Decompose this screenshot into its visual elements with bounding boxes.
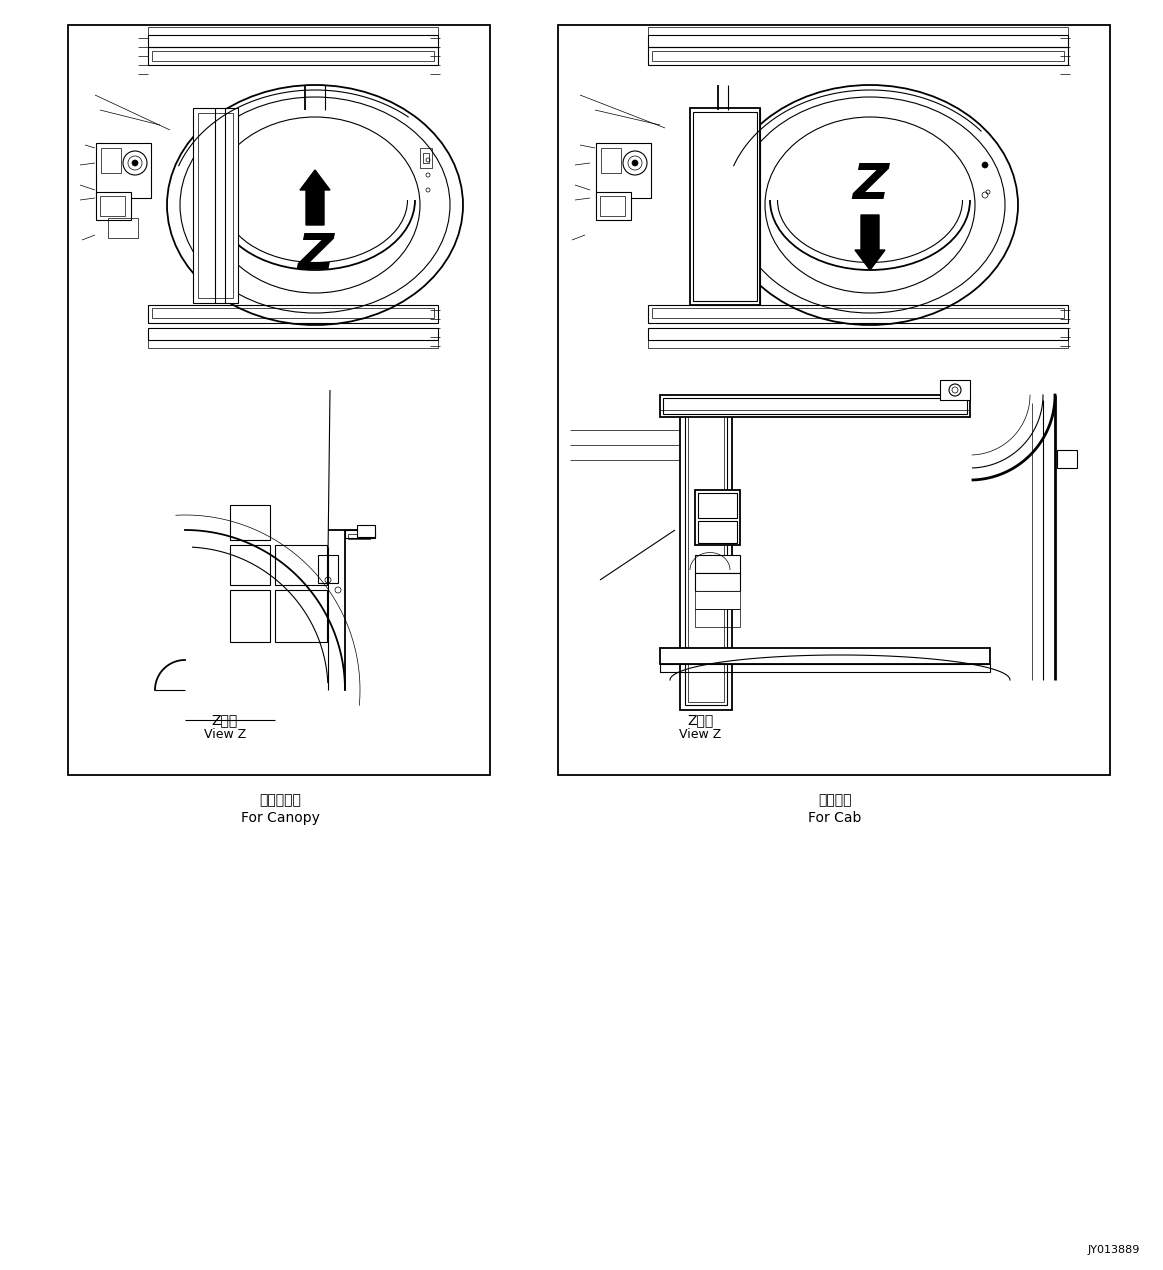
Bar bbox=[420, 149, 431, 168]
Circle shape bbox=[628, 156, 642, 170]
Ellipse shape bbox=[211, 117, 420, 293]
Text: Z　視: Z 視 bbox=[212, 712, 238, 726]
Bar bbox=[357, 525, 374, 537]
Circle shape bbox=[131, 160, 138, 166]
Bar bbox=[595, 192, 632, 220]
Bar bbox=[695, 591, 740, 610]
Text: Z: Z bbox=[297, 231, 333, 279]
Bar bbox=[148, 27, 438, 36]
Bar bbox=[148, 328, 438, 340]
Bar bbox=[317, 555, 338, 583]
Bar bbox=[345, 530, 374, 538]
Ellipse shape bbox=[765, 117, 975, 293]
Text: For Cab: For Cab bbox=[808, 812, 862, 826]
Text: View Z: View Z bbox=[204, 729, 247, 742]
Bar bbox=[652, 309, 1064, 318]
Bar bbox=[695, 573, 740, 591]
FancyArrow shape bbox=[300, 170, 330, 225]
Bar bbox=[67, 25, 490, 775]
Bar bbox=[274, 545, 327, 585]
Bar bbox=[198, 113, 233, 298]
Bar bbox=[348, 533, 370, 538]
Bar bbox=[148, 36, 438, 47]
Text: For Canopy: For Canopy bbox=[241, 812, 320, 826]
Bar bbox=[698, 493, 737, 518]
Bar bbox=[693, 112, 757, 301]
Bar bbox=[659, 395, 970, 417]
Bar bbox=[595, 144, 651, 198]
Bar bbox=[152, 51, 434, 61]
Bar bbox=[193, 108, 238, 304]
Bar bbox=[558, 25, 1110, 775]
Circle shape bbox=[623, 151, 647, 175]
Bar bbox=[108, 218, 138, 237]
Text: View Z: View Z bbox=[679, 729, 721, 742]
Bar bbox=[100, 196, 124, 216]
Bar bbox=[688, 408, 725, 702]
Bar bbox=[680, 400, 732, 710]
Bar bbox=[148, 340, 438, 348]
Bar bbox=[152, 309, 434, 318]
Bar bbox=[601, 149, 621, 173]
Bar bbox=[695, 555, 740, 573]
Bar bbox=[648, 27, 1068, 36]
Bar bbox=[600, 196, 625, 216]
Bar bbox=[659, 648, 990, 664]
Bar bbox=[648, 305, 1068, 323]
Bar bbox=[230, 591, 270, 643]
Circle shape bbox=[128, 156, 142, 170]
Bar bbox=[690, 108, 759, 305]
Bar bbox=[148, 47, 438, 65]
Bar bbox=[648, 47, 1068, 65]
Bar bbox=[148, 305, 438, 323]
Text: キャノピ用: キャノピ用 bbox=[259, 792, 301, 806]
Bar bbox=[648, 328, 1068, 340]
Bar bbox=[652, 51, 1064, 61]
Bar bbox=[230, 505, 270, 540]
Bar bbox=[423, 152, 429, 163]
Bar bbox=[663, 398, 966, 414]
Text: キャブ用: キャブ用 bbox=[819, 792, 851, 806]
Bar bbox=[230, 545, 270, 585]
FancyArrow shape bbox=[855, 215, 885, 271]
Bar bbox=[648, 340, 1068, 348]
Bar bbox=[659, 664, 990, 672]
Bar bbox=[97, 192, 131, 220]
Bar bbox=[1057, 450, 1077, 469]
Bar bbox=[695, 610, 740, 627]
Text: Z: Z bbox=[851, 161, 889, 210]
Bar bbox=[698, 521, 737, 544]
Text: JY013889: JY013889 bbox=[1087, 1245, 1140, 1255]
Bar bbox=[695, 490, 740, 545]
Bar bbox=[685, 405, 727, 705]
Circle shape bbox=[123, 151, 147, 175]
Bar bbox=[940, 380, 970, 400]
Text: Z　視: Z 視 bbox=[687, 712, 713, 726]
Bar bbox=[97, 144, 151, 198]
Bar bbox=[274, 591, 327, 643]
Circle shape bbox=[949, 384, 961, 396]
Bar bbox=[101, 149, 121, 173]
Circle shape bbox=[982, 163, 989, 168]
Circle shape bbox=[632, 160, 638, 166]
Bar bbox=[648, 36, 1068, 47]
